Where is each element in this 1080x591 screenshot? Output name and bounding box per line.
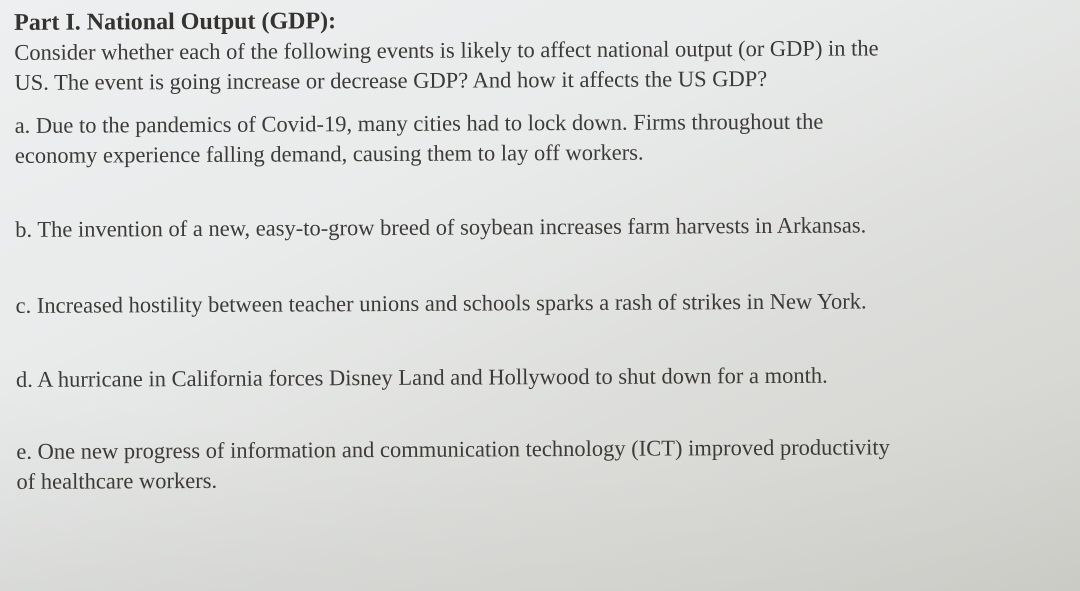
- question-a-line2: economy experience falling demand, causi…: [15, 140, 644, 168]
- question-c: c. Increased hostility between teacher u…: [16, 286, 1058, 321]
- instructions: Consider whether each of the following e…: [14, 32, 1056, 97]
- instructions-line1: Consider whether each of the following e…: [14, 35, 878, 65]
- question-page: Part I. National Output (GDP): Consider …: [0, 0, 1080, 507]
- instructions-line2: US. The event is going increase or decre…: [14, 66, 767, 95]
- question-e: e. One new progress of information and c…: [16, 431, 1058, 496]
- question-d: d. A hurricane in California forces Disn…: [16, 360, 1058, 395]
- part-heading: Part I. National Output (GDP):: [14, 4, 1056, 36]
- question-e-line2: of healthcare workers.: [16, 468, 217, 494]
- question-a: a. Due to the pandemics of Covid-19, man…: [15, 106, 1057, 171]
- question-b: b. The invention of a new, easy-to-grow …: [15, 210, 1057, 245]
- question-a-line1: a. Due to the pandemics of Covid-19, man…: [15, 109, 824, 138]
- question-e-line1: e. One new progress of information and c…: [16, 434, 890, 464]
